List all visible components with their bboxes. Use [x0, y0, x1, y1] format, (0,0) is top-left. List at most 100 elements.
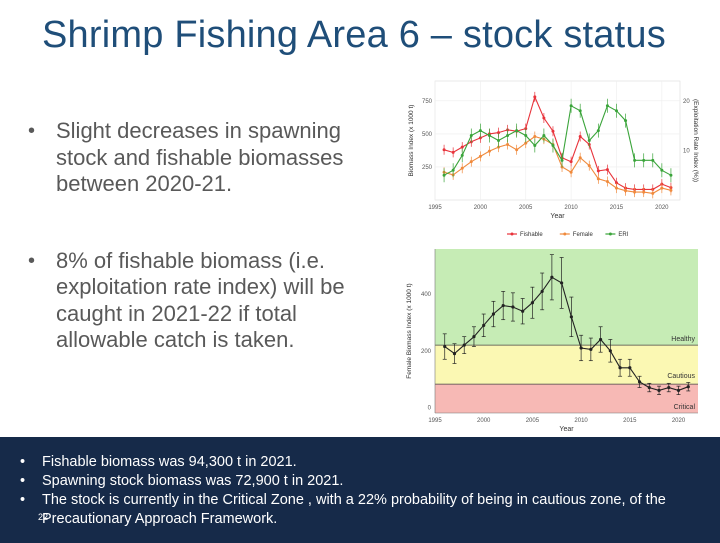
legend-label: Female	[573, 232, 594, 238]
data-point	[443, 344, 447, 349]
y-tick-label: 400	[421, 292, 432, 298]
data-point	[506, 134, 510, 138]
data-point	[478, 129, 482, 133]
data-point	[660, 168, 664, 172]
bullet-item: • Slight decreases in spawning stock and…	[28, 118, 378, 198]
slide-title: Shrimp Fishing Area 6 – stock status	[42, 14, 666, 56]
y2-axis-label: (Exploitation Rate Index (%))	[692, 99, 699, 182]
data-point	[669, 173, 673, 177]
data-point	[501, 303, 505, 308]
footer-bullet: • Spawning stock biomass was 72,900 t in …	[20, 472, 710, 491]
data-point	[624, 189, 628, 193]
y-axis-label: Female Biomass Index (x 1000 t)	[406, 283, 413, 378]
data-point	[442, 173, 446, 177]
legend-marker	[608, 232, 612, 236]
data-point	[618, 366, 622, 370]
data-point	[569, 315, 573, 319]
bullet-dot: •	[28, 249, 36, 272]
x-tick-label: 2010	[574, 418, 588, 424]
footer-banner: • Fishable biomass was 94,300 t in 2021. …	[0, 437, 720, 543]
x-tick-label: 2005	[519, 205, 533, 211]
x-tick-label: 2010	[564, 205, 578, 211]
zone-cautious	[435, 345, 698, 385]
data-point	[608, 349, 612, 353]
data-point	[587, 139, 591, 142]
data-point	[605, 168, 609, 172]
x-axis-label: Year	[550, 213, 565, 220]
data-point	[614, 181, 618, 185]
x-tick-label: 2020	[672, 418, 686, 424]
bullet-text: 8% of fishable biomass (i.e. exploitatio…	[56, 247, 345, 353]
data-point	[478, 136, 482, 140]
data-point	[460, 166, 464, 170]
series-line-female	[444, 276, 689, 391]
biomass-chart: 1995 2000 2005 2010 2015 2020 250 500 750 10 20 Bio…	[408, 80, 699, 238]
slide-number: 22	[38, 512, 49, 522]
data-point	[578, 135, 582, 139]
data-point	[469, 134, 473, 138]
footer-bullet: • Fishable biomass was 94,300 t in 2021.	[20, 453, 710, 472]
data-point	[598, 337, 603, 342]
data-point	[506, 142, 510, 146]
x-tick-label: 2015	[610, 205, 624, 211]
data-point	[472, 335, 476, 339]
data-point	[487, 149, 491, 153]
data-point	[657, 388, 661, 392]
data-point	[667, 385, 671, 390]
y2-tick-label: 10	[683, 148, 690, 154]
data-point	[633, 158, 637, 162]
legend-marker	[510, 232, 514, 236]
y-tick-label: 0	[428, 405, 432, 411]
data-point	[642, 158, 646, 162]
footer-bullet-text: Spawning stock biomass was 72,900 t in 2…	[42, 473, 344, 489]
footer-bullet-list: • Fishable biomass was 94,300 t in 2021. …	[20, 453, 710, 529]
data-point	[614, 186, 618, 190]
zone-label-cautious: Cautious	[667, 373, 695, 380]
data-point	[521, 309, 525, 313]
data-point	[560, 281, 564, 285]
bullet-dot: •	[20, 473, 26, 489]
data-point	[651, 158, 655, 162]
footer-bullet-text: Fishable biomass was 94,300 t in 2021.	[42, 454, 297, 470]
footer-bullet: • The stock is currently in the Critical …	[20, 491, 710, 529]
y-tick-label: 750	[422, 99, 433, 105]
bullet-dot: •	[20, 492, 26, 508]
data-point	[533, 95, 537, 99]
data-point	[633, 190, 637, 194]
y-tick-label: 500	[422, 132, 433, 138]
data-point	[569, 160, 573, 164]
data-point	[451, 150, 455, 154]
legend-label: ERI	[618, 232, 628, 238]
data-point	[647, 385, 651, 390]
x-tick-label: 1995	[428, 205, 442, 211]
x-axis-label: Year	[559, 426, 574, 433]
data-point	[542, 134, 546, 138]
data-point	[686, 385, 690, 389]
series-line-fishable	[443, 95, 672, 190]
data-point	[637, 380, 642, 384]
data-point	[460, 153, 464, 157]
y-tick-label: 200	[421, 349, 432, 355]
x-tick-label: 2020	[655, 205, 669, 211]
data-point	[452, 352, 457, 356]
zone-label-critical: Critical	[674, 404, 696, 411]
bullet-item: • 8% of fishable biomass (i.e. exploitat…	[28, 248, 378, 354]
data-point	[497, 131, 501, 135]
bullet-dot: •	[28, 120, 36, 142]
data-point	[642, 190, 646, 194]
y2-tick-label: 20	[683, 99, 690, 105]
data-point	[596, 177, 600, 181]
data-point	[530, 301, 535, 305]
data-point	[569, 170, 573, 174]
data-point	[551, 129, 555, 133]
series-line-eri	[443, 104, 672, 176]
data-point	[651, 191, 655, 195]
data-point	[579, 346, 583, 350]
x-tick-label: 2005	[526, 418, 540, 424]
x-tick-label: 2000	[477, 418, 491, 424]
data-point	[578, 156, 582, 160]
data-point	[578, 109, 582, 113]
data-point	[515, 148, 519, 152]
